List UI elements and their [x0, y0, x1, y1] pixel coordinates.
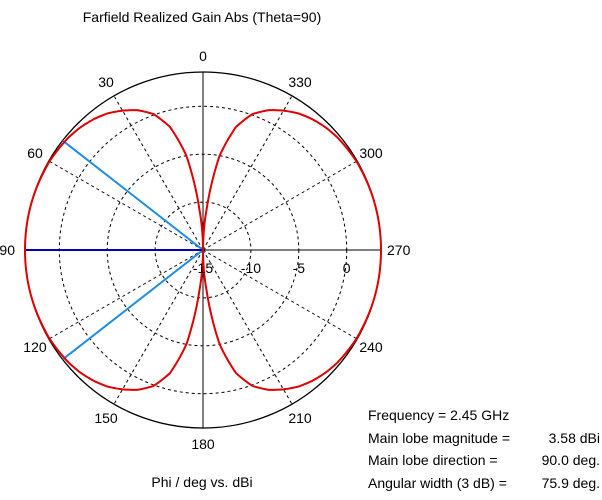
magnitude-row: Main lobe magnitude = 3.58 dBi	[368, 427, 600, 450]
grid-spoke	[113, 95, 204, 251]
angle-tick-label: 90	[0, 242, 15, 258]
width-value: 75.9 deg.	[541, 474, 600, 491]
radial-tick-label: 0	[343, 260, 351, 276]
magnitude-value: 3.58 dBi	[548, 429, 600, 446]
x-axis-label: Phi / deg vs. dBi	[151, 474, 253, 490]
frequency-row: Frequency = 2.45 GHz	[368, 404, 600, 427]
beamwidth-line	[62, 249, 204, 361]
direction-value: 90.0 deg.	[541, 452, 600, 468]
gain-curve	[23, 109, 383, 391]
grid-spoke	[113, 249, 204, 405]
angle-tick-label: 30	[98, 74, 114, 90]
chart-title: Farfield Realized Gain Abs (Theta=90)	[82, 9, 322, 25]
radial-tick-label: -15	[193, 260, 213, 276]
width-row: Angular width (3 dB) = 75.9 deg.	[368, 472, 600, 495]
beam-lines	[25, 139, 204, 361]
grid-spoke	[48, 249, 204, 340]
angle-tick-label: 0	[199, 48, 207, 64]
angle-tick-label: 60	[27, 145, 43, 161]
angle-tick-label: 210	[288, 410, 312, 426]
grid-spoke	[202, 249, 358, 340]
angle-tick-label: 150	[94, 410, 118, 426]
angle-tick-label: 240	[359, 339, 383, 355]
tick-labels: 0 30 60 90 120 150 180 210 240 270 300 330 -15 -10 -5 0	[0, 48, 411, 452]
magnitude-label: Main lobe magnitude =	[368, 429, 511, 446]
angle-tick-label: 180	[191, 436, 215, 452]
angle-tick-label: 300	[359, 145, 383, 161]
width-label: Angular width (3 dB) =	[368, 474, 507, 491]
grid-spoke	[48, 160, 204, 251]
direction-row: Main lobe direction = 90.0 deg.	[368, 449, 600, 472]
angle-tick-label: 120	[23, 339, 47, 355]
grid-spoke	[202, 160, 358, 251]
direction-label: Main lobe direction =	[368, 452, 498, 468]
angle-tick-label: 330	[288, 74, 312, 90]
beamwidth-line	[62, 139, 204, 251]
radial-tick-label: -10	[241, 260, 261, 276]
frequency-label: Frequency = 2.45 GHz	[368, 407, 510, 423]
info-panel: Frequency = 2.45 GHz Main lobe magnitude…	[368, 404, 600, 494]
radial-tick-label: -5	[293, 260, 306, 276]
angle-tick-label: 270	[387, 242, 411, 258]
grid-spoke	[202, 95, 293, 251]
gain-curve-group	[23, 109, 383, 391]
